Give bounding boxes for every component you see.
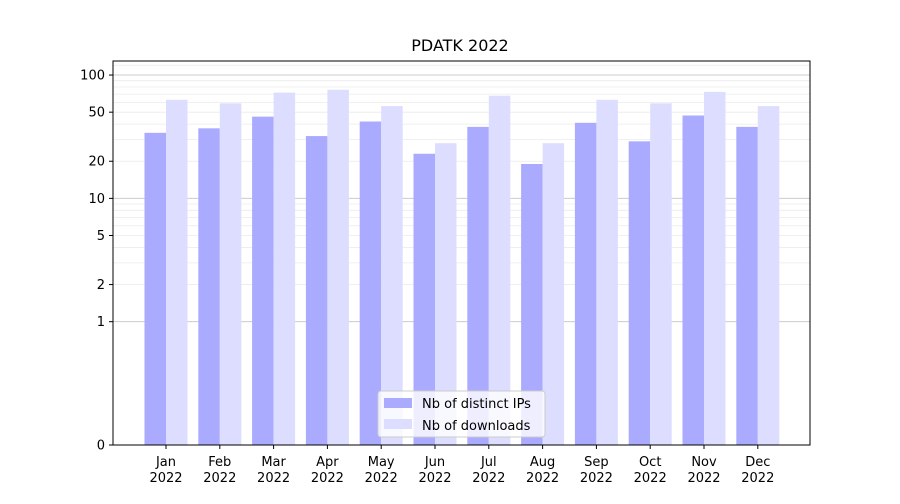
axes: 0125102050100Jan2022Feb2022Mar2022Apr202… (80, 60, 811, 486)
x-tick-label-month: Feb (208, 455, 231, 470)
bar-downloads-dec (757, 106, 780, 445)
bar-downloads-apr (327, 89, 349, 445)
x-tick-label-month: Jun (424, 455, 445, 470)
x-tick-label-month: Apr (316, 455, 339, 470)
x-tick-label-month: Mar (261, 455, 286, 470)
y-tick-label: 5 (97, 229, 105, 244)
chart-title: PDATK 2022 (411, 36, 508, 55)
bar-distinct-ips-apr (305, 136, 328, 445)
bar-distinct-ips-dec (736, 126, 758, 446)
y-tick-label: 20 (88, 155, 105, 170)
x-tick-label-year: 2022 (634, 471, 667, 486)
x-tick-label-year: 2022 (526, 471, 559, 486)
y-tick-label: 10 (88, 192, 105, 207)
legend: Nb of distinct IPs Nb of downloads (377, 390, 546, 438)
x-tick-label-year: 2022 (311, 471, 344, 486)
bar-distinct-ips-jan (144, 132, 166, 445)
plot-frame (112, 60, 811, 446)
x-tick-label-month: Sep (584, 455, 609, 470)
legend-swatch-downloads (384, 419, 412, 429)
x-tick-label-year: 2022 (687, 471, 720, 486)
bar-distinct-ips-nov (682, 115, 704, 445)
y-tick-label: 1 (97, 315, 105, 330)
bar-downloads-sep (596, 99, 618, 445)
x-tick-label-year: 2022 (418, 471, 451, 486)
x-tick-label-month: Aug (530, 455, 555, 470)
x-tick-label-month: Jan (155, 455, 176, 470)
y-tick-label: 100 (80, 69, 105, 84)
bar-distinct-ips-sep (574, 122, 597, 445)
x-tick-label-month: Nov (691, 455, 717, 470)
x-tick-label-year: 2022 (365, 471, 398, 486)
bar-distinct-ips-oct (628, 141, 651, 445)
y-tick-label: 50 (88, 106, 105, 121)
x-tick-label-year: 2022 (257, 471, 290, 486)
bar-downloads-nov (704, 91, 726, 446)
x-tick-label-month: Jul (480, 455, 497, 470)
legend-swatch-distinct-ips (384, 398, 412, 408)
bars (144, 89, 780, 446)
x-tick-label-year: 2022 (741, 471, 774, 486)
x-tick-label-year: 2022 (472, 471, 505, 486)
legend-frame (377, 390, 546, 438)
x-tick-label-year: 2022 (580, 471, 613, 486)
bar-downloads-mar (273, 92, 296, 446)
bar-distinct-ips-jun (413, 153, 435, 445)
bar-downloads-feb (219, 103, 242, 446)
bar-downloads-aug (542, 143, 565, 445)
bar-downloads-oct (650, 103, 672, 446)
bar-distinct-ips-feb (198, 128, 220, 446)
bar-distinct-ips-jul (467, 126, 489, 446)
x-tick-label-year: 2022 (149, 471, 182, 486)
x-tick-label-year: 2022 (203, 471, 236, 486)
legend-label-distinct-ips: Nb of distinct IPs (422, 397, 531, 412)
x-tick-label-month: Dec (745, 455, 770, 470)
bar-downloads-may (381, 106, 403, 445)
x-tick-label-month: Oct (639, 455, 661, 470)
bar-downloads-jun (435, 143, 457, 445)
bar-downloads-jul (488, 95, 511, 446)
bar-distinct-ips-may (359, 121, 382, 445)
y-tick-label: 2 (97, 278, 105, 293)
bar-distinct-ips-mar (252, 116, 274, 445)
bar-downloads-jan (166, 99, 188, 445)
y-tick-label: 0 (97, 439, 105, 454)
bar-distinct-ips-aug (521, 163, 543, 445)
legend-label-downloads: Nb of downloads (422, 419, 531, 434)
x-tick-label-month: May (368, 455, 395, 470)
